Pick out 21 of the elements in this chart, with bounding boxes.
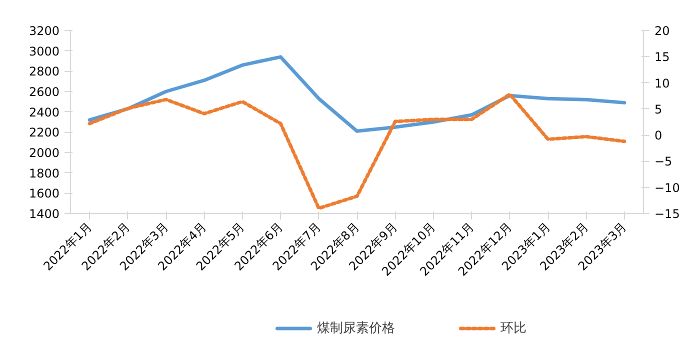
y-tick-label: 2400 [28,105,60,120]
legend-label: 环比 [500,321,526,336]
y-tick-label: 2000 [28,146,60,160]
y2-tick-label: 0 [654,128,662,143]
y-tick-label: 3000 [28,44,60,58]
legend-label: 煤制尿素价格 [316,321,395,336]
y-tick-label: 1600 [28,186,60,201]
y-tick-label: 2800 [28,64,60,79]
y-tick-label: 2600 [28,85,60,99]
y2-tick-label: −10 [654,180,680,195]
y2-tick-label: 15 [654,50,670,64]
y-tick-label: 2200 [28,126,60,140]
line-series [88,92,626,210]
y2-tick-label: −5 [654,154,672,169]
y2-tick-label: 20 [654,24,670,38]
y-tick-label: 3200 [28,24,60,38]
y2-tick-label: 10 [654,76,670,90]
y-tick-label: 1400 [28,207,60,221]
y2-tick-label: −15 [654,207,680,221]
y2-tick-label: 5 [654,102,662,116]
y-tick-label: 1800 [28,166,60,180]
